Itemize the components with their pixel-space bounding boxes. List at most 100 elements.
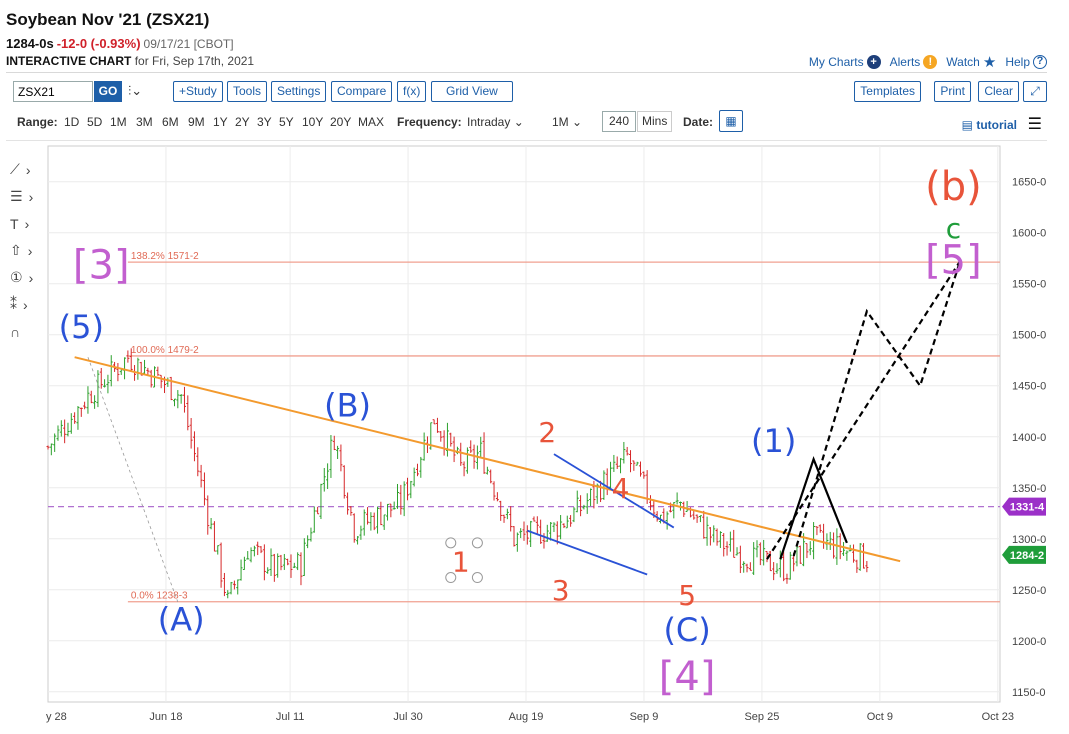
trendline [74,356,901,563]
selection-handle [471,537,483,549]
chevron-down-icon: ⌄ [572,115,583,129]
chart-subtitle-date: for Fri, Sep 17th, 2021 [134,54,255,68]
calendar-icon[interactable]: ▦ [719,110,743,132]
price-tag: 1284-2 [1002,545,1046,564]
y-tick-label: 1200-0 [1012,636,1046,648]
range-1m[interactable]: 1M [110,115,127,129]
channel-line [553,453,675,529]
wave-label: (C) [663,611,710,649]
price-change: -12-0 (-0.93%) [56,36,141,51]
price-tag-label: 1331-4 [1010,502,1045,514]
y-tick-label: 1650-0 [1012,177,1046,189]
help-icon: ? [1033,55,1047,69]
print-button[interactable]: Print [934,81,971,102]
range-1y[interactable]: 1Y [213,115,228,129]
range-3y[interactable]: 3Y [257,115,272,129]
chart-toolbar: GO ⫶⌄ +Study Tools Settings Compare f(x)… [13,81,1047,103]
range-5y[interactable]: 5Y [279,115,294,129]
price-tag-bg [1002,545,1046,564]
selection-handle [445,537,457,549]
y-tick-label: 1600-0 [1012,228,1046,240]
alerts-link[interactable]: Alerts! [890,55,938,69]
x-tick-label: Jul 30 [393,711,422,723]
fibonacci-tool-icon[interactable]: ☰ › [10,188,34,205]
compare-button[interactable]: Compare [331,81,393,102]
tutorial-link[interactable]: ▤ tutorial [962,118,1017,132]
wave-label: [5] [925,238,982,284]
x-tick-label: Oct 23 [982,711,1014,723]
settings-button[interactable]: Settings [271,81,327,102]
line-tool-icon[interactable]: ⟋ › [10,161,31,178]
period-select[interactable]: 1M ⌄ [552,115,582,129]
watch-link[interactable]: Watch ★ [946,53,996,71]
page-title: Soybean Nov '21 (ZSX21) [6,10,210,29]
chart-subtitle-label: INTERACTIVE CHART [6,54,132,68]
menu-icon[interactable]: ☰ [1027,116,1042,133]
star-icon: ★ [982,54,997,71]
range-5d[interactable]: 5D [87,115,103,129]
watch-label: Watch [946,55,980,69]
top-links: My Charts + Alerts! Watch ★ Help? [809,53,1047,71]
chevron-down-icon: ⌄ [513,115,524,129]
grid-view-button[interactable]: Grid View [431,81,513,102]
toolbar-divider [6,140,1047,141]
period-value: 1M [552,115,569,129]
wave-label: 4 [612,472,630,505]
minutes-input[interactable]: 240 [602,111,636,132]
wave-label: 3 [552,574,570,607]
range-9m[interactable]: 9M [188,115,205,129]
range-10y[interactable]: 10Y [302,115,324,129]
y-tick-label: 1500-0 [1012,330,1046,342]
wave-label: (5) [59,308,104,346]
drawing-tools: ⟋ › ☰ › T › ⇧ › ① › ⁑ › ∩ [10,156,44,345]
retracement-line [87,357,179,603]
wave-label: [3] [73,243,130,289]
range-20y[interactable]: 20Y [330,115,352,129]
go-button[interactable]: GO [94,81,122,102]
date-label: Date: [683,115,714,129]
arrow-tool-icon[interactable]: ⇧ › [10,242,33,259]
alert-icon: ! [923,55,938,69]
quote-date: 09/17/21 [CBOT] [143,37,234,51]
frequency-select[interactable]: Intraday ⌄ [467,115,524,129]
study-button[interactable]: +Study [173,81,223,102]
wave-label: c [946,212,961,245]
magnet-icon[interactable]: ∩ [10,323,21,340]
expand-icon[interactable]: ⤢ [1023,81,1047,102]
range-3m[interactable]: 3M [136,115,153,129]
help-link[interactable]: Help? [1005,55,1047,69]
y-tick-label: 1350-0 [1012,483,1046,495]
tools-button[interactable]: Tools [227,81,268,102]
chart-type-icon[interactable]: ⫶⌄ [128,83,143,98]
range-6m[interactable]: 6M [162,115,179,129]
fx-button[interactable]: f(x) [397,81,427,102]
alerts-label: Alerts [889,55,921,69]
symbol-input[interactable] [13,81,93,102]
x-tick-label: Oct 9 [867,711,893,723]
wave-count-tool-icon[interactable]: ① › [10,269,34,286]
templates-button[interactable]: Templates [854,81,921,102]
range-label: Range: [17,115,58,129]
frequency-label: Frequency: [397,115,462,129]
text-tool-icon[interactable]: T › [10,215,30,232]
help-label: Help [1005,55,1030,69]
pattern-tool-icon[interactable]: ⁑ › [10,296,28,313]
projection-solid [779,455,848,560]
tutorial-label: tutorial [976,118,1017,132]
wave-label: [4] [659,654,716,700]
range-1d[interactable]: 1D [64,115,80,129]
range-2y[interactable]: 2Y [235,115,250,129]
fib-level-label: 138.2% 1571-2 [131,251,199,262]
clear-button[interactable]: Clear [978,81,1019,102]
channel-line [527,529,648,576]
quote-line: 1284-0s -12-0 (-0.93%) 09/17/21 [CBOT] [6,36,234,51]
x-tick-label: Aug 19 [509,711,544,723]
my-charts-link[interactable]: My Charts + [809,55,881,69]
y-tick-label: 1400-0 [1012,432,1046,444]
selection-handle [471,572,483,584]
wave-label: 2 [538,416,556,449]
range-max[interactable]: MAX [358,115,385,129]
wave-label: (B) [324,386,371,424]
x-tick-label: Sep 9 [630,711,659,723]
